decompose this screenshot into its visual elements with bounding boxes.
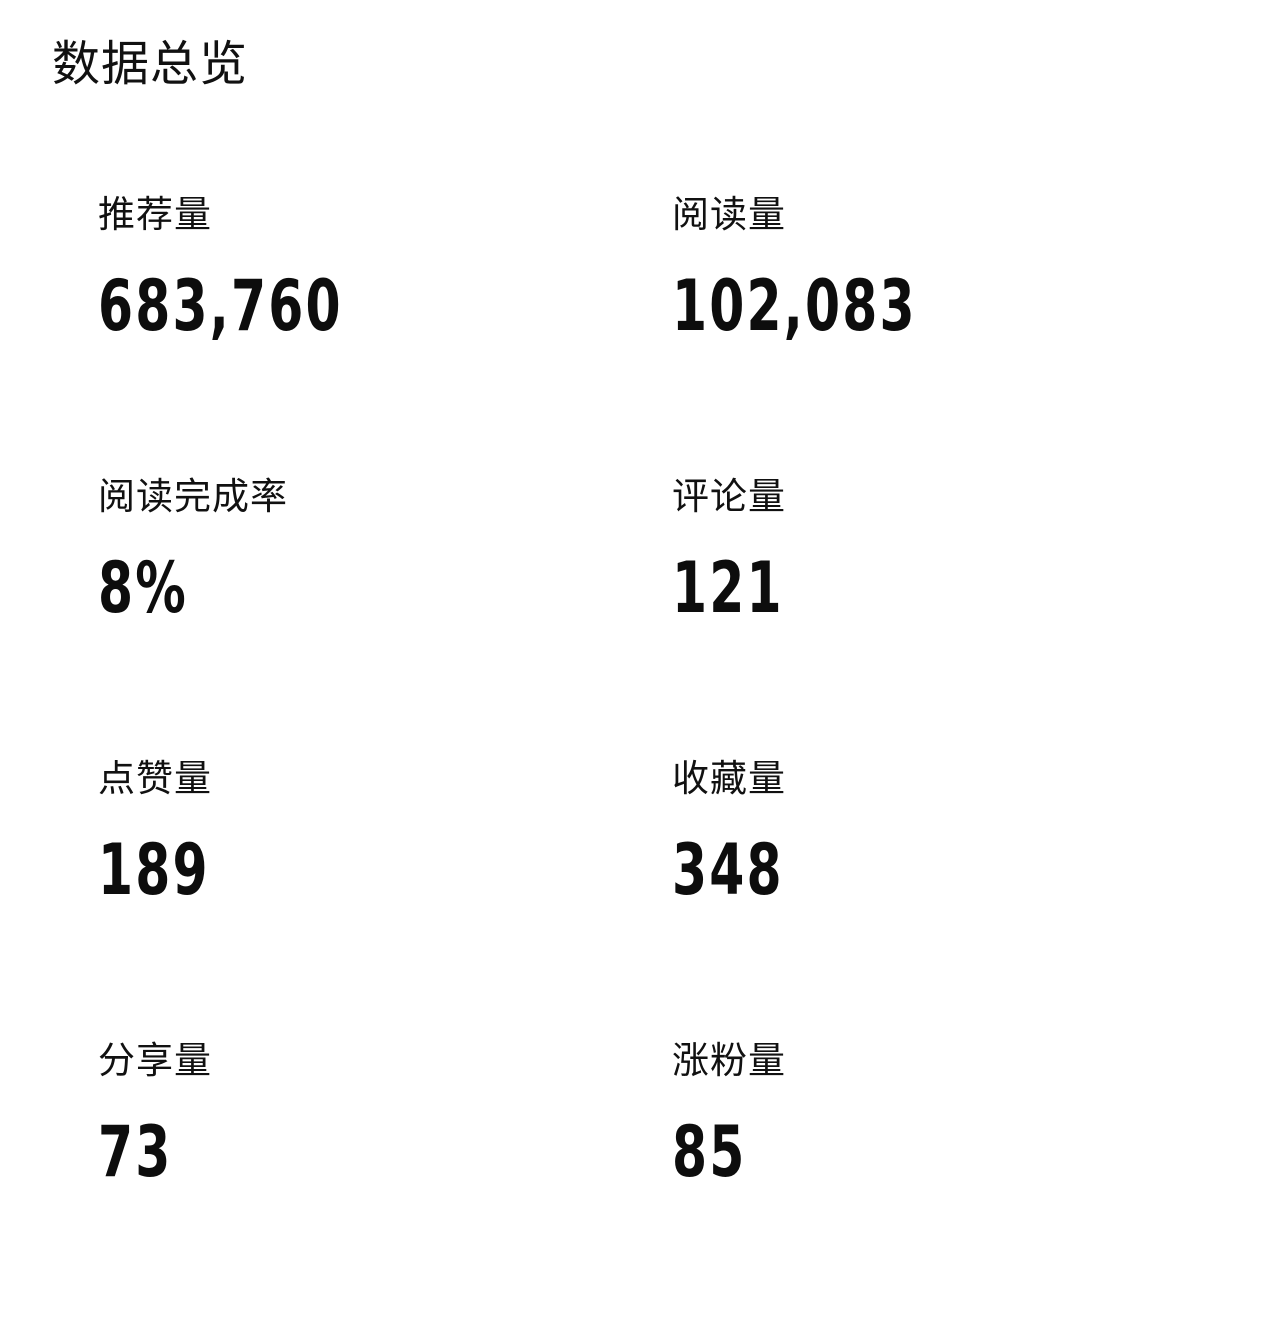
page-title: 数据总览 <box>52 36 249 92</box>
stat-label: 收藏量 <box>672 757 786 800</box>
stat-label: 阅读量 <box>672 193 786 236</box>
stat-card-read-completion: 阅读完成率 8% <box>98 472 672 754</box>
stat-value: 683,760 <box>98 265 343 347</box>
stat-card-likes: 点赞量 189 <box>98 754 672 1036</box>
stat-label: 阅读完成率 <box>98 475 288 518</box>
stat-value: 85 <box>672 1111 747 1193</box>
stat-label: 推荐量 <box>98 193 212 236</box>
stat-label: 点赞量 <box>98 757 212 800</box>
stat-value: 189 <box>98 829 210 911</box>
stat-card-new-followers: 涨粉量 85 <box>672 1036 1192 1318</box>
stat-value: 73 <box>98 1111 173 1193</box>
stat-card-comments: 评论量 121 <box>672 472 1192 754</box>
stat-card-shares: 分享量 73 <box>98 1036 672 1318</box>
stat-card-recommendations: 推荐量 683,760 <box>98 190 672 472</box>
stat-value: 121 <box>672 547 784 629</box>
stat-card-favorites: 收藏量 348 <box>672 754 1192 1036</box>
stat-value: 8% <box>98 547 188 629</box>
stat-label: 分享量 <box>98 1039 212 1082</box>
stat-label: 涨粉量 <box>672 1039 786 1082</box>
stat-value: 348 <box>672 829 784 911</box>
stat-value: 102,083 <box>672 265 917 347</box>
stats-grid: 推荐量 683,760 阅读量 102,083 阅读完成率 8% 评论量 121… <box>98 190 1198 1318</box>
stat-card-reads: 阅读量 102,083 <box>672 190 1192 472</box>
stat-label: 评论量 <box>672 475 786 518</box>
